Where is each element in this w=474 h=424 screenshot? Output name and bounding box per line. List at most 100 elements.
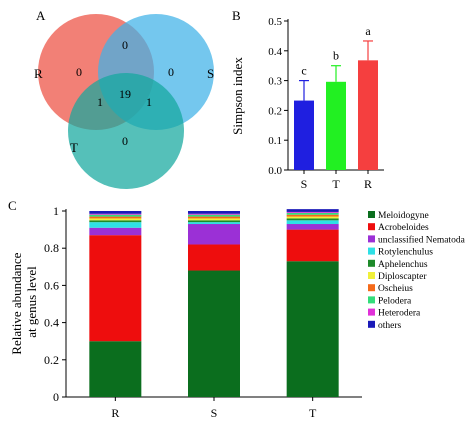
- legend-swatch: [368, 272, 375, 279]
- abundance-bar-segment: [89, 213, 142, 215]
- abundance-bar-segment: [188, 216, 240, 219]
- simpson-x-tick-label: T: [332, 177, 340, 191]
- simpson-y-tick-label: 0.0: [268, 165, 282, 177]
- abundance-bar-segment: [286, 229, 339, 262]
- abundance-ylabel-line-2: at genus level: [24, 266, 39, 338]
- legend-label: Heterodera: [378, 309, 421, 319]
- abundance-ylabel: Relative abundance at genus level: [9, 249, 39, 354]
- simpson-panel: B Simpson index 0.0 0.1 0.2 0.3 0.4 0.5 c Sb Ta R: [230, 8, 384, 191]
- abundance-bar-segment: [188, 213, 240, 215]
- legend-swatch: [368, 284, 375, 292]
- abundance-bar-segment: [286, 209, 339, 212]
- panel-c-letter: C: [8, 198, 17, 213]
- abundance-y-tick-label: 0.6: [44, 278, 59, 292]
- venn-panel: A R S T 0 0 0 1 1 19 0: [34, 8, 214, 189]
- legend-label: others: [378, 321, 402, 331]
- simpson-bar: [358, 60, 378, 170]
- abundance-bar-segment: [188, 214, 240, 217]
- legend-label: Pelodera: [378, 296, 412, 306]
- simpson-bar: [294, 100, 314, 170]
- abundance-bar-segment: [188, 218, 240, 221]
- legend-label: Rotylenchulus: [378, 248, 433, 258]
- panel-a-letter: A: [36, 8, 46, 23]
- abundance-x-tick-label: S: [211, 406, 218, 420]
- simpson-significance-letter: a: [365, 24, 371, 38]
- abundance-bar-segment: [89, 341, 142, 397]
- abundance-panel: C Relative abundance at genus level 0 0.2…: [8, 198, 466, 420]
- simpson-significance-letter: c: [301, 64, 306, 78]
- venn-count-t-only: 0: [122, 134, 128, 148]
- legend-label: Diploscapter: [378, 272, 427, 282]
- abundance-bar-segment: [188, 224, 240, 245]
- simpson-x-tick-label: S: [301, 177, 308, 191]
- venn-count-r-only: 0: [76, 65, 82, 79]
- venn-count-s-only: 0: [168, 65, 174, 79]
- abundance-bar-segment: [188, 211, 240, 214]
- venn-count-rst: 19: [119, 87, 131, 101]
- abundance-bar-segment: [188, 244, 240, 271]
- abundance-bar-segment: [89, 222, 142, 228]
- panel-b-letter: B: [232, 8, 241, 23]
- abundance-bar-segment: [286, 212, 339, 215]
- abundance-y-tick-label: 1: [53, 204, 59, 218]
- legend-swatch: [368, 247, 375, 255]
- abundance-bar-segment: [89, 227, 142, 236]
- abundance-bar-segment: [286, 261, 339, 397]
- simpson-y-tick-label: 0.4: [268, 46, 282, 58]
- abundance-bar-segment: [188, 222, 240, 225]
- legend-label: Oscheius: [378, 284, 413, 294]
- simpson-ylabel: Simpson index: [230, 57, 245, 135]
- simpson-plot-area: 0.0 0.1 0.2 0.3 0.4 0.5 c Sb Ta R: [268, 16, 384, 191]
- legend-swatch: [368, 308, 375, 316]
- simpson-x-tick-label: R: [364, 177, 372, 191]
- abundance-bar-segment: [89, 216, 142, 219]
- venn-set-label-t: T: [70, 140, 78, 155]
- legend-swatch: [368, 320, 375, 328]
- abundance-bar-segment: [286, 211, 339, 213]
- simpson-y-tick-label: 0.2: [268, 105, 282, 117]
- abundance-bar-segment: [89, 220, 142, 223]
- abundance-bar-segment: [188, 220, 240, 223]
- legend-label: unclassified Nematoda: [378, 234, 466, 245]
- venn-set-label-s: S: [207, 66, 214, 81]
- abundance-bar-segment: [286, 216, 339, 219]
- abundance-y-tick-label: 0: [53, 390, 59, 404]
- abundance-y-tick-label: 0.2: [44, 353, 59, 367]
- legend-swatch: [368, 211, 375, 218]
- venn-count-rs: 0: [122, 38, 128, 52]
- abundance-ylabel-line-1: Relative abundance: [9, 252, 24, 354]
- abundance-bar-segment: [188, 270, 240, 397]
- legend-label: Meloidogyne: [378, 211, 429, 221]
- simpson-bar: [326, 81, 346, 170]
- abundance-bar-segment: [89, 211, 142, 214]
- abundance-bar-segment: [286, 214, 339, 217]
- abundance-plot-area: 0 0.2 0.4 0.6 0.8 1 R S T: [44, 204, 362, 420]
- venn-count-rt: 1: [97, 95, 103, 109]
- abundance-bar-segment: [286, 218, 339, 221]
- simpson-y-tick-label: 0.3: [268, 76, 282, 88]
- abundance-x-tick-label: T: [309, 406, 317, 420]
- abundance-y-tick-label: 0.8: [44, 241, 59, 255]
- legend-label: Acrobeloides: [378, 223, 429, 233]
- abundance-bar-segment: [89, 214, 142, 217]
- legend-label: Aphelenchus: [378, 260, 428, 270]
- legend-swatch: [368, 259, 375, 267]
- simpson-significance-letter: b: [333, 49, 339, 63]
- legend-swatch: [368, 296, 375, 304]
- abundance-y-tick-label: 0.4: [44, 316, 59, 330]
- abundance-bar-segment: [89, 235, 142, 342]
- abundance-bar-segment: [286, 224, 339, 230]
- abundance-x-tick-label: R: [111, 406, 119, 420]
- venn-count-st: 1: [146, 95, 152, 109]
- simpson-y-tick-label: 0.1: [268, 135, 282, 147]
- venn-set-label-r: R: [34, 66, 43, 81]
- abundance-bar-segment: [89, 218, 142, 221]
- legend-swatch: [368, 223, 375, 231]
- simpson-y-tick-label: 0.5: [268, 16, 282, 28]
- venn-circle-t: [68, 73, 184, 189]
- abundance-bar-segment: [286, 220, 339, 225]
- legend-swatch: [368, 235, 375, 243]
